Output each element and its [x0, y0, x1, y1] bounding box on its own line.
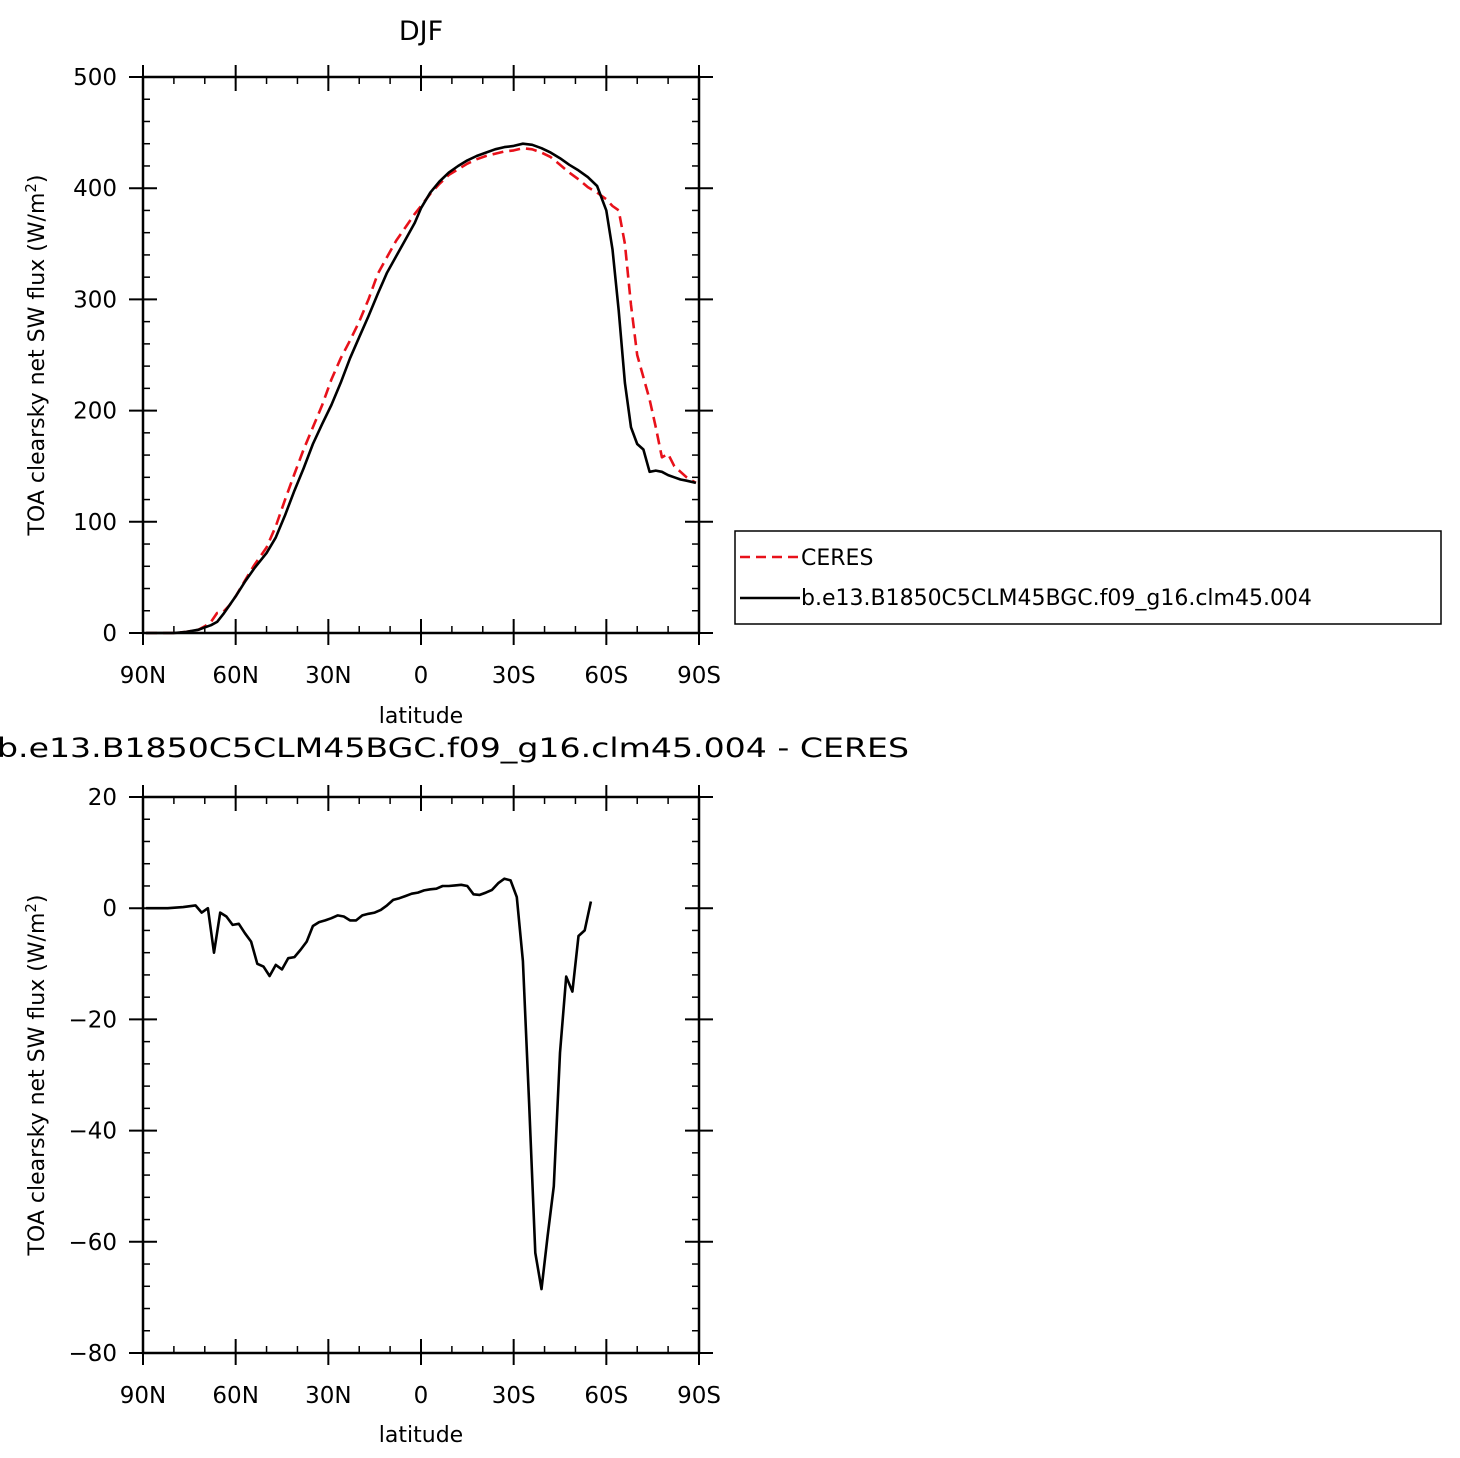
- x-tick-label: 30N: [305, 663, 351, 689]
- x-tick-label: 60S: [584, 1383, 628, 1409]
- bottom-x-axis-label: latitude: [379, 1423, 463, 1448]
- legend-label-model: b.e13.B1850C5CLM45BGC.f09_g16.clm45.004: [801, 586, 1312, 611]
- y-tick-label: 100: [73, 510, 117, 536]
- model-line: [146, 877, 593, 1291]
- y-tick-label: 0: [102, 896, 117, 922]
- x-tick-label: 30S: [492, 663, 536, 689]
- x-tick-label: 90N: [120, 1383, 166, 1409]
- ceres-line: [146, 146, 697, 635]
- y-tick-label: −80: [68, 1341, 117, 1367]
- bottom-y-axis-label: TOA clearsky net SW flux (W/m2): [22, 894, 50, 1256]
- x-tick-label: 90S: [677, 1383, 721, 1409]
- bottom-plot-frame: [141, 795, 701, 1355]
- top-series-model: [146, 142, 697, 635]
- model-line: [146, 142, 697, 635]
- y-tick-label: 200: [73, 399, 117, 425]
- bottom-grid-ticks: 90N 60N 30N 0 30S 60S 90S −80 −60 −40 −20 0 20: [68, 785, 721, 1409]
- y-tick-label: 400: [73, 176, 117, 202]
- x-tick-label: 90S: [677, 663, 721, 689]
- bottom-series-difference: [146, 877, 593, 1291]
- x-tick-label: 0: [414, 663, 429, 689]
- y-tick-label: −60: [68, 1230, 117, 1256]
- y-tick-label: 300: [73, 287, 117, 313]
- y-tick-label: −40: [68, 1119, 117, 1145]
- y-tick-label: −20: [68, 1007, 117, 1033]
- top-y-axis-label: TOA clearsky net SW flux (W/m2): [22, 174, 50, 536]
- bottom-panel: b.e13.B1850C5CLM45BGC.f09_g16.clm45.004 …: [0, 733, 909, 1448]
- x-tick-label: 0: [414, 1383, 429, 1409]
- top-series-ceres: [146, 146, 697, 635]
- legend-label-ceres: CERES: [801, 546, 873, 571]
- legend: CERES b.e13.B1850C5CLM45BGC.f09_g16.clm4…: [734, 530, 1442, 625]
- y-tick-label: 500: [73, 65, 117, 91]
- x-tick-label: 30S: [492, 1383, 536, 1409]
- x-tick-label: 60N: [212, 1383, 258, 1409]
- y-tick-label: 20: [88, 785, 117, 811]
- top-x-axis-label: latitude: [379, 704, 463, 729]
- top-plot-frame: [141, 75, 701, 635]
- x-tick-label: 30N: [305, 1383, 351, 1409]
- y-tick-label: 0: [102, 621, 117, 647]
- bottom-panel-title: b.e13.B1850C5CLM45BGC.f09_g16.clm45.004 …: [0, 733, 909, 764]
- x-tick-label: 60S: [584, 663, 628, 689]
- x-tick-label: 60N: [212, 663, 258, 689]
- x-tick-label: 90N: [120, 663, 166, 689]
- legend-box: [734, 530, 1442, 625]
- top-panel: DJF 90N 60N 30N 0 30S 60S 90S0100200300400500 …: [22, 16, 721, 729]
- top-panel-title: DJF: [399, 16, 443, 47]
